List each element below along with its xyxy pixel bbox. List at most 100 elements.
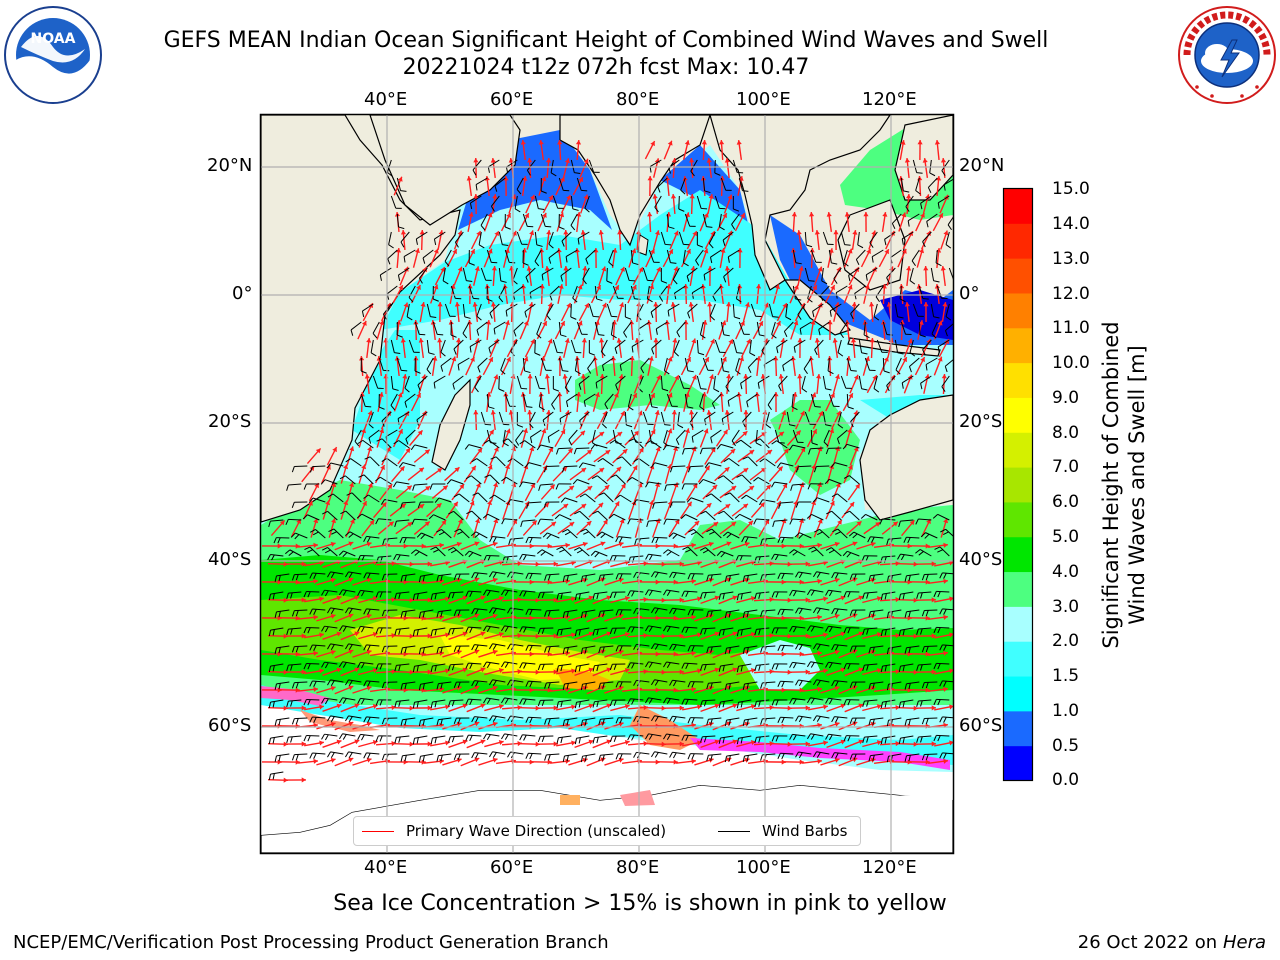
wind-barb-staff bbox=[475, 177, 488, 185]
wind-barb-flag bbox=[828, 549, 835, 554]
wind-barb-flag bbox=[291, 502, 295, 509]
wind-barb-flag bbox=[663, 549, 669, 554]
wind-barb-flag bbox=[873, 316, 880, 321]
wind-barb-flag bbox=[798, 680, 803, 687]
wind-barb-flag bbox=[884, 665, 887, 672]
wave-arrow-head bbox=[577, 284, 583, 290]
wind-barb-flag bbox=[544, 610, 547, 617]
wave-arrow-head bbox=[852, 613, 858, 619]
wind-barb-flag bbox=[608, 513, 615, 519]
wind-barb-flag bbox=[668, 226, 675, 230]
wind-barb-flag bbox=[592, 701, 595, 708]
wind-barb-flag bbox=[793, 662, 797, 669]
wind-barb-flag bbox=[789, 698, 793, 704]
wave-arrow-head bbox=[817, 302, 823, 308]
wind-barb-flag bbox=[507, 643, 511, 650]
wind-barb-flag bbox=[814, 406, 821, 408]
wind-barb-staff bbox=[366, 644, 380, 647]
wind-barb-flag bbox=[313, 717, 317, 723]
wave-arrow-head bbox=[796, 230, 802, 235]
wind-barb-staff bbox=[672, 679, 686, 683]
wind-barb-flag bbox=[650, 311, 654, 318]
wind-barb-staff bbox=[512, 267, 518, 281]
wind-barb-staff bbox=[312, 644, 326, 647]
wave-arrow-head bbox=[336, 703, 342, 709]
wind-barb-staff bbox=[798, 751, 812, 755]
wind-barb-staff bbox=[584, 195, 590, 209]
wave-arrow-head bbox=[724, 467, 730, 473]
wind-barb-flag bbox=[592, 510, 599, 515]
wind-barb-staff bbox=[552, 195, 559, 209]
wind-barb-staff bbox=[315, 529, 326, 539]
wave-arrow-head bbox=[620, 411, 625, 417]
wind-barb-flag bbox=[504, 626, 509, 632]
wave-arrow-head bbox=[913, 633, 918, 639]
wind-barb-staff bbox=[416, 231, 428, 240]
wind-barb-flag bbox=[852, 533, 858, 539]
wind-barb-staff bbox=[432, 735, 446, 739]
wind-barb-flag bbox=[291, 466, 295, 473]
wind-barb-staff bbox=[726, 573, 740, 577]
wind-barb-staff bbox=[330, 643, 344, 647]
wind-barb-flag bbox=[524, 462, 530, 468]
wind-barb-flag bbox=[400, 647, 403, 654]
wind-barb-staff bbox=[704, 411, 716, 420]
wind-barb-staff bbox=[654, 571, 668, 575]
wind-barb-flag bbox=[793, 734, 797, 741]
wind-barb-flag bbox=[345, 751, 349, 758]
wind-barb-staff bbox=[366, 608, 380, 611]
wind-barb-staff bbox=[684, 626, 698, 629]
wind-barb-staff bbox=[744, 681, 758, 685]
wind-barb-flag bbox=[869, 242, 874, 248]
wind-barb-flag bbox=[501, 589, 505, 596]
wind-barb-flag bbox=[898, 701, 901, 709]
wave-arrow-head bbox=[742, 431, 748, 437]
wave-arrow-head bbox=[798, 266, 804, 271]
wind-barb-flag bbox=[580, 576, 584, 583]
wind-barb-staff bbox=[738, 177, 743, 191]
wave-arrow-head bbox=[391, 632, 396, 639]
wind-barb-flag bbox=[758, 700, 761, 707]
wave-arrow-head bbox=[650, 393, 655, 399]
wave-arrow-head bbox=[781, 543, 786, 549]
wave-arrow-head bbox=[581, 338, 587, 343]
wave-arrow-head bbox=[582, 266, 588, 271]
wind-barb-staff bbox=[570, 303, 572, 318]
wind-barb-staff bbox=[748, 357, 758, 368]
wind-barb-staff bbox=[366, 680, 380, 683]
wave-arrow-head bbox=[683, 284, 689, 289]
colorbar-swatch bbox=[1003, 501, 1033, 538]
wind-barb-flag bbox=[489, 751, 493, 758]
wind-barb-staff bbox=[333, 528, 344, 539]
wind-barb-flag bbox=[294, 534, 300, 540]
wave-arrow-head bbox=[366, 541, 372, 547]
wave-arrow-head bbox=[601, 302, 607, 308]
wind-barb-flag bbox=[583, 400, 586, 407]
wind-barb-staff bbox=[490, 195, 500, 207]
wind-barb-staff bbox=[330, 751, 344, 755]
wind-barb-staff bbox=[720, 735, 734, 739]
wind-barb-staff bbox=[606, 303, 612, 317]
wind-barb-staff bbox=[900, 663, 914, 667]
wind-barb-staff bbox=[899, 285, 902, 299]
wave-arrow-head bbox=[817, 518, 823, 524]
wind-barb-staff bbox=[276, 573, 290, 577]
colorbar-swatch bbox=[1003, 676, 1033, 712]
wind-barb-staff bbox=[810, 589, 824, 593]
wind-barb-staff bbox=[829, 303, 842, 312]
wind-barb-staff bbox=[558, 357, 563, 371]
wind-barb-flag bbox=[628, 438, 635, 442]
wind-barb-staff bbox=[582, 462, 596, 467]
wind-barb-flag bbox=[321, 546, 328, 551]
wind-barb-flag bbox=[728, 719, 731, 726]
wind-barb-staff bbox=[564, 465, 578, 468]
wind-barb-flag bbox=[475, 680, 479, 687]
wave-arrow-head bbox=[793, 284, 799, 290]
wave-arrow-head bbox=[336, 739, 342, 745]
wave-arrow-head bbox=[391, 596, 396, 603]
wave-arrow-head bbox=[454, 467, 460, 473]
wind-barb-flag bbox=[810, 698, 815, 704]
wind-barb-flag bbox=[596, 531, 603, 537]
wind-barb-staff bbox=[388, 231, 392, 245]
wind-barb-staff bbox=[366, 752, 380, 755]
